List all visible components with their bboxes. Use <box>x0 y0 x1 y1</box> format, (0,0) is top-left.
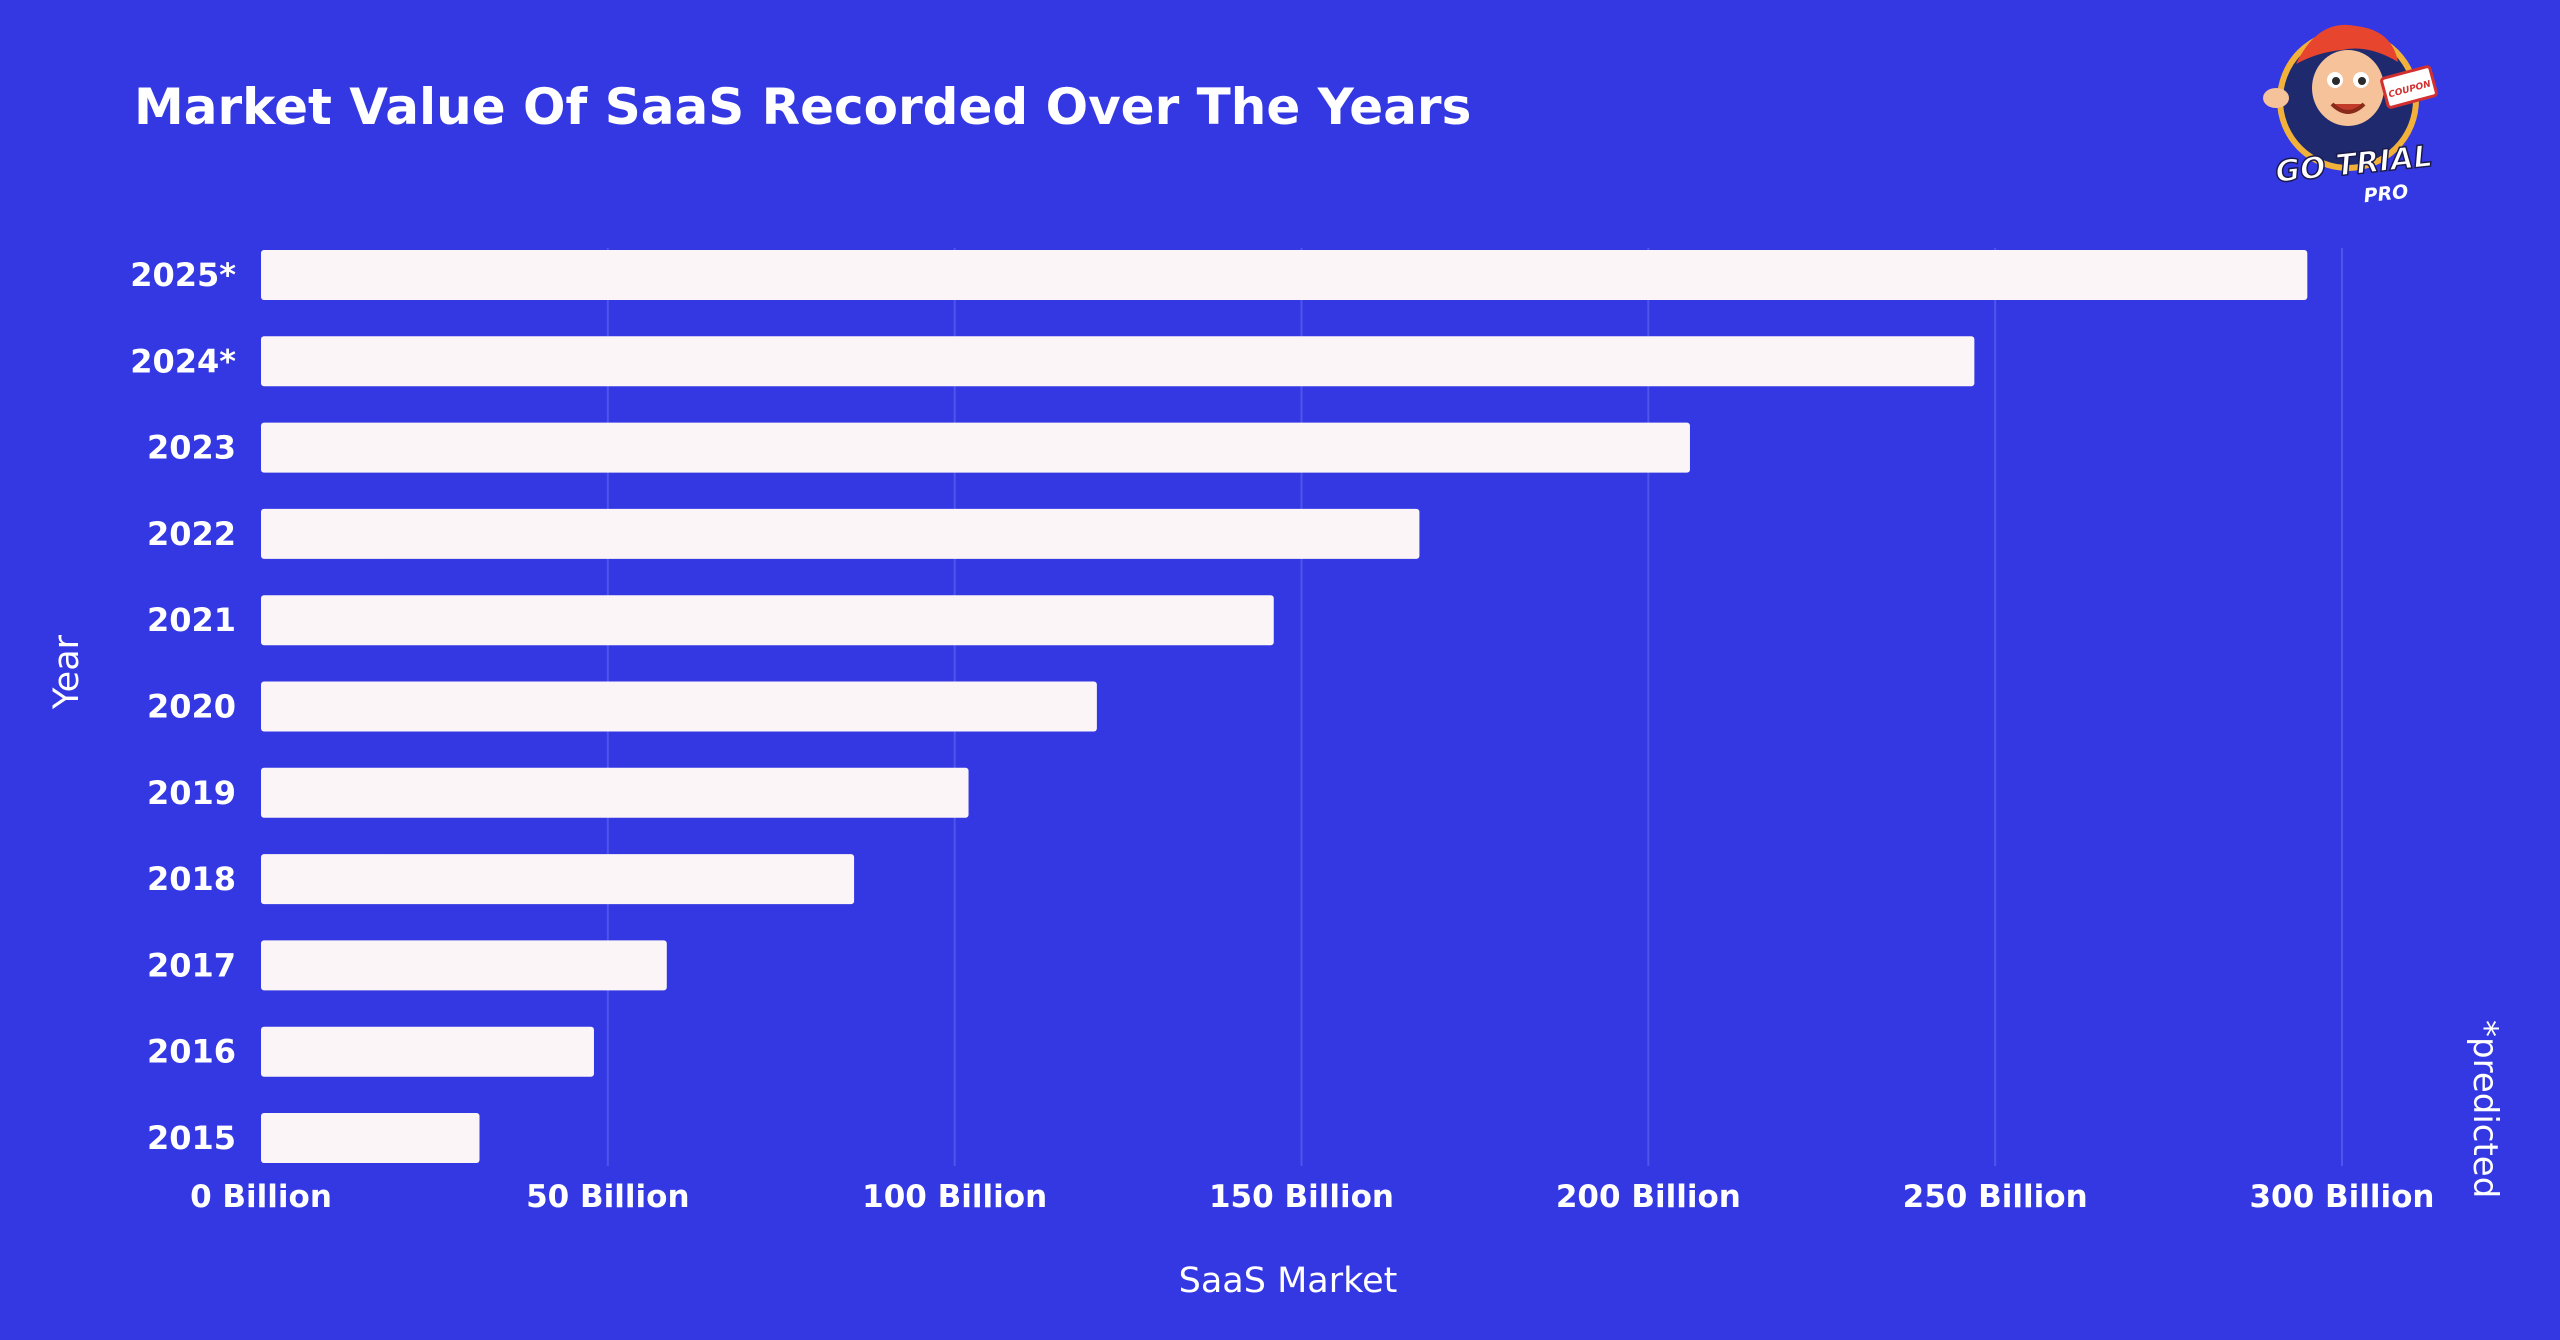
y-tick-label: 2019 <box>147 774 236 812</box>
y-tick-label: 2020 <box>147 688 236 726</box>
x-tick-label: 100 Billion <box>862 1179 1047 1215</box>
x-tick-labels: 0 Billion 50 Billion 100 Billion 150 Billio… <box>190 1179 2434 1215</box>
y-tick-label: 2023 <box>147 429 236 467</box>
x-tick-label: 50 Billion <box>526 1179 689 1215</box>
y-tick-labels: 2025* 2024* 2023 2022 2021 2020 2019 2018 2017 20… <box>130 256 236 1157</box>
x-axis-label: SaaS Market <box>1179 1261 1398 1301</box>
bar <box>261 250 2308 300</box>
y-tick-label: 2018 <box>147 860 236 898</box>
bar <box>261 336 1975 387</box>
x-tick-label: 0 Billion <box>190 1179 332 1215</box>
bars <box>261 250 2308 1163</box>
gridlines <box>606 248 2343 1166</box>
bar <box>261 681 1097 732</box>
bar <box>261 595 1274 646</box>
bar <box>261 854 855 905</box>
y-tick-label: 2022 <box>147 515 236 553</box>
y-tick-label: 2021 <box>147 601 236 639</box>
predicted-note: *predicted <box>2465 1020 2505 1198</box>
x-tick-label: 200 Billion <box>1556 1179 1741 1215</box>
cartoon-mascot-icon: COUPON <box>2263 24 2438 171</box>
y-axis-label: Year <box>47 634 87 710</box>
bar <box>261 1026 594 1077</box>
bar <box>261 1113 480 1163</box>
x-tick-label: 300 Billion <box>2249 1179 2434 1215</box>
y-tick-label: 2024* <box>130 342 236 380</box>
x-tick-label: 250 Billion <box>1903 1179 2088 1215</box>
bar <box>261 508 1420 559</box>
logo-sub: PRO <box>2363 181 2410 208</box>
logo: COUPON GO TRIAL PRO <box>2263 24 2438 208</box>
bar <box>261 767 969 818</box>
bar <box>261 940 667 991</box>
x-tick-label: 150 Billion <box>1209 1179 1394 1215</box>
bar <box>261 422 1690 473</box>
y-tick-label: 2017 <box>147 946 236 984</box>
y-tick-label: 2015 <box>147 1119 236 1157</box>
chart-title: Market Value Of SaaS Recorded Over The Y… <box>134 78 1471 136</box>
y-tick-label: 2025* <box>130 256 236 294</box>
y-tick-label: 2016 <box>147 1033 236 1071</box>
